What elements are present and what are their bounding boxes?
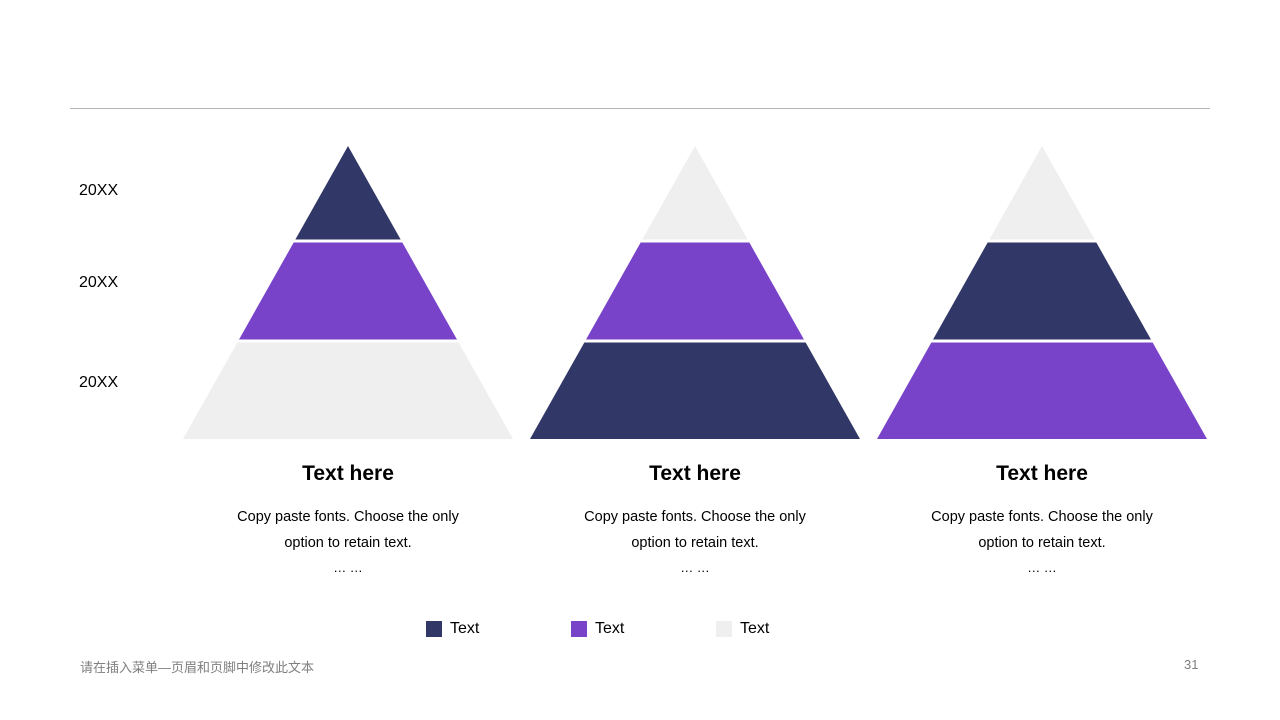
column-1-pyramid-bottom-tier	[183, 342, 513, 439]
legend-swatch-light	[716, 621, 732, 637]
column-2-pyramid-top-tier	[642, 146, 748, 240]
column-3-description-line-1: Copy paste fonts. Choose the only	[931, 509, 1153, 525]
column-3-pyramid-middle-tier	[933, 242, 1151, 340]
column-3-description: Copy paste fonts. Choose the only option…	[892, 504, 1192, 556]
column-3-ellipsis: … …	[1027, 560, 1057, 575]
legend-item-purple: Text	[571, 620, 624, 638]
column-1-pyramid-top-tier	[295, 146, 401, 240]
legend-label-purple: Text	[595, 620, 625, 637]
column-3-title: Text here	[996, 462, 1088, 485]
column-3-pyramid-top-tier	[989, 146, 1095, 240]
legend-item-light: Text	[716, 620, 769, 638]
top-divider	[70, 108, 1210, 109]
column-2-description-line-1: Copy paste fonts. Choose the only	[584, 509, 806, 525]
column-3-pyramid-bottom-tier	[877, 342, 1207, 439]
column-1-description: Copy paste fonts. Choose the only option…	[198, 504, 498, 556]
legend-label-navy: Text	[450, 620, 480, 637]
column-2-pyramid-bottom-tier	[530, 342, 860, 439]
legend-label-light: Text	[740, 620, 770, 637]
row-label-bottom: 20XX	[79, 374, 119, 391]
column-1-description-line-2: option to retain text.	[284, 535, 412, 551]
column-2-ellipsis: … …	[680, 560, 710, 575]
legend-swatch-purple	[571, 621, 587, 637]
column-2-title: Text here	[649, 462, 741, 485]
legend-item-navy: Text	[426, 620, 479, 638]
row-label-middle: 20XX	[79, 274, 119, 291]
row-label-top: 20XX	[79, 182, 119, 199]
column-3-description-line-2: option to retain text.	[978, 535, 1106, 551]
page-number: 31	[1184, 657, 1199, 672]
column-1-ellipsis: … …	[333, 560, 363, 575]
column-2-description: Copy paste fonts. Choose the only option…	[545, 504, 845, 556]
column-1-description-line-1: Copy paste fonts. Choose the only	[237, 509, 459, 525]
column-1-title: Text here	[302, 462, 394, 485]
footer-text: 请在插入菜单—页眉和页脚中修改此文本	[80, 660, 315, 675]
legend-swatch-navy	[426, 621, 442, 637]
column-2-pyramid-middle-tier	[586, 242, 804, 340]
column-2-description-line-2: option to retain text.	[631, 535, 759, 551]
column-1-pyramid-middle-tier	[239, 242, 457, 340]
